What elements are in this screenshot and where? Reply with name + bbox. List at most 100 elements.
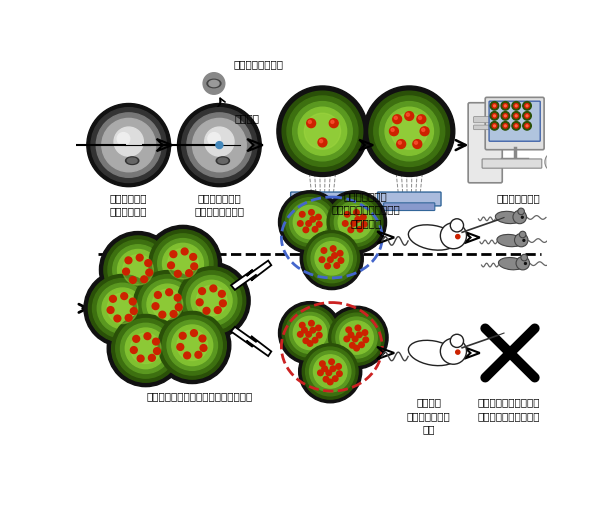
Circle shape (97, 283, 148, 333)
Circle shape (300, 212, 305, 217)
Circle shape (455, 235, 460, 239)
Circle shape (190, 253, 196, 260)
Circle shape (287, 96, 358, 167)
Circle shape (512, 122, 520, 130)
Circle shape (351, 221, 356, 226)
Circle shape (332, 313, 381, 362)
Circle shape (342, 221, 348, 226)
Circle shape (303, 338, 309, 344)
Circle shape (490, 102, 499, 110)
Circle shape (348, 332, 354, 337)
Circle shape (109, 296, 116, 302)
Circle shape (293, 205, 326, 239)
Circle shape (355, 325, 361, 331)
Circle shape (308, 120, 311, 123)
Circle shape (123, 254, 153, 285)
Circle shape (130, 277, 136, 283)
Circle shape (299, 340, 362, 403)
Circle shape (278, 302, 342, 364)
Text: クローン胧作製
（体細胞核移植）: クローン胧作製 （体細胞核移植） (195, 193, 244, 216)
Circle shape (191, 263, 198, 270)
Circle shape (503, 114, 508, 118)
FancyBboxPatch shape (384, 203, 435, 211)
Circle shape (104, 236, 172, 304)
Circle shape (329, 359, 334, 364)
Circle shape (140, 276, 148, 283)
Circle shape (182, 271, 241, 330)
Circle shape (391, 113, 427, 149)
Circle shape (107, 293, 138, 324)
Circle shape (503, 104, 508, 108)
Circle shape (125, 328, 166, 369)
Circle shape (174, 270, 181, 277)
Circle shape (190, 330, 198, 336)
Circle shape (196, 285, 227, 316)
Circle shape (297, 332, 303, 337)
Circle shape (348, 227, 354, 233)
Circle shape (391, 128, 394, 132)
Circle shape (146, 269, 153, 276)
Circle shape (137, 355, 144, 362)
Circle shape (304, 231, 360, 286)
Circle shape (144, 333, 151, 340)
Circle shape (344, 212, 350, 217)
FancyBboxPatch shape (378, 192, 441, 206)
Circle shape (84, 270, 161, 347)
Circle shape (203, 73, 225, 94)
FancyBboxPatch shape (474, 125, 497, 130)
Circle shape (522, 216, 523, 218)
Circle shape (293, 316, 326, 350)
Circle shape (117, 133, 130, 145)
Circle shape (525, 114, 530, 118)
Circle shape (133, 270, 201, 338)
Circle shape (102, 118, 156, 172)
Circle shape (330, 366, 336, 372)
Circle shape (523, 239, 525, 241)
Circle shape (494, 105, 496, 107)
Circle shape (170, 311, 177, 317)
Circle shape (208, 133, 221, 145)
Circle shape (331, 120, 334, 123)
Circle shape (415, 141, 418, 144)
Circle shape (152, 289, 183, 320)
Circle shape (325, 263, 330, 269)
Circle shape (133, 335, 140, 342)
Circle shape (187, 276, 237, 326)
Circle shape (501, 102, 510, 110)
Circle shape (327, 195, 383, 250)
Circle shape (361, 214, 366, 220)
Circle shape (313, 337, 318, 343)
FancyBboxPatch shape (468, 103, 502, 183)
Ellipse shape (496, 212, 522, 223)
Circle shape (112, 245, 163, 295)
Circle shape (191, 280, 232, 321)
Text: 胚の卵割過程を
ライブセルイメージング
により観察: 胚の卵割過程を ライブセルイメージング により観察 (331, 191, 400, 228)
Circle shape (333, 376, 338, 381)
Ellipse shape (218, 158, 228, 163)
Circle shape (521, 254, 528, 261)
Circle shape (523, 102, 531, 110)
Circle shape (336, 364, 341, 369)
Circle shape (337, 371, 342, 377)
Circle shape (107, 310, 184, 386)
Circle shape (525, 104, 530, 108)
Circle shape (203, 308, 210, 314)
Circle shape (145, 225, 221, 302)
Circle shape (193, 118, 246, 172)
Circle shape (325, 307, 388, 369)
Circle shape (168, 262, 174, 269)
Circle shape (121, 293, 128, 299)
Circle shape (181, 248, 188, 255)
Ellipse shape (497, 234, 523, 247)
Circle shape (501, 122, 510, 130)
Circle shape (309, 320, 314, 326)
Circle shape (316, 325, 321, 331)
Circle shape (152, 303, 159, 310)
Circle shape (512, 102, 520, 110)
Circle shape (451, 219, 463, 232)
Circle shape (334, 202, 376, 243)
Circle shape (157, 238, 208, 289)
Circle shape (187, 113, 252, 178)
Text: 取得画像の解析: 取得画像の解析 (497, 193, 541, 203)
Circle shape (440, 338, 466, 364)
